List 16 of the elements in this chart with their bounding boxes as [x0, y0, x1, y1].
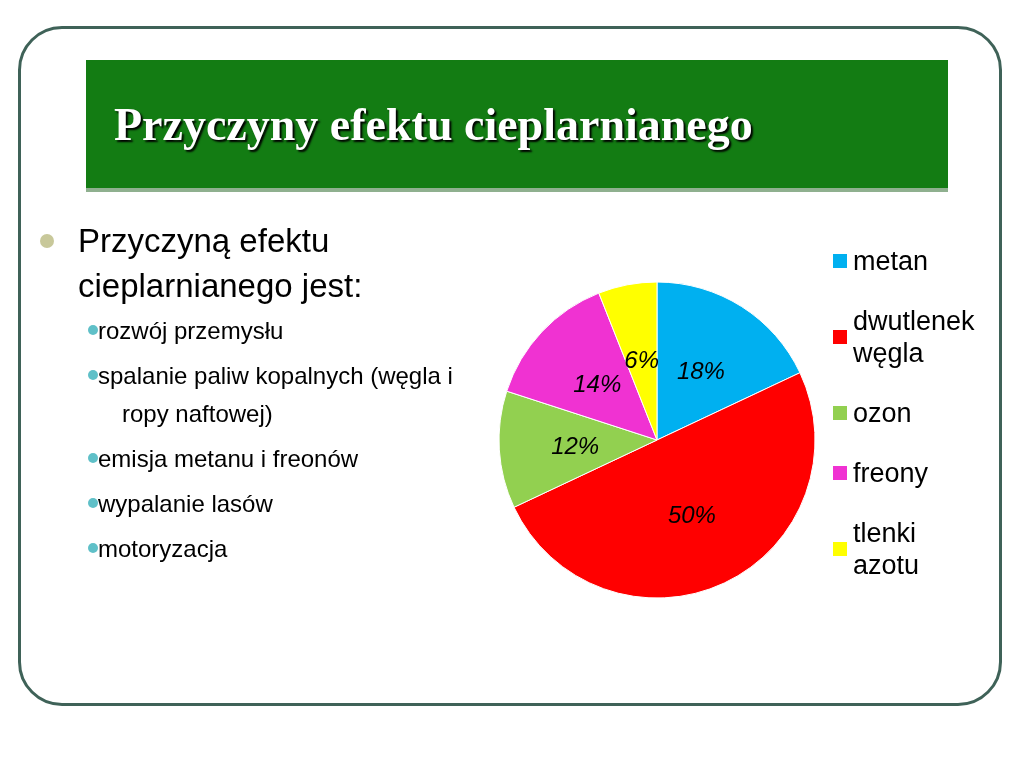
legend-label: ozon [853, 398, 912, 428]
text: wypalanie lasów [97, 489, 274, 519]
legend-label: metan [853, 246, 929, 276]
legend-label: tlenki azotu [853, 518, 920, 580]
data-label: 12% [551, 431, 600, 459]
text: spalanie paliw kopalnych (węgla i ropy naftowej) [97, 361, 454, 429]
legend-label: dwutlenek węgla [852, 306, 976, 368]
data-label: 14% [573, 370, 622, 398]
text: emisja metanu i freonów [97, 444, 360, 474]
data-label: 50% [667, 500, 716, 528]
text: motoryzacja [97, 534, 229, 564]
chart-title: Przyczyny efektu cieplarnianego [114, 97, 753, 151]
text: rozwój przemysłu [97, 316, 285, 346]
legend-label: freony [853, 458, 929, 488]
text: Przyczyną efektu cieplarnianego jest: [77, 221, 364, 306]
data-label: 18% [676, 357, 725, 385]
